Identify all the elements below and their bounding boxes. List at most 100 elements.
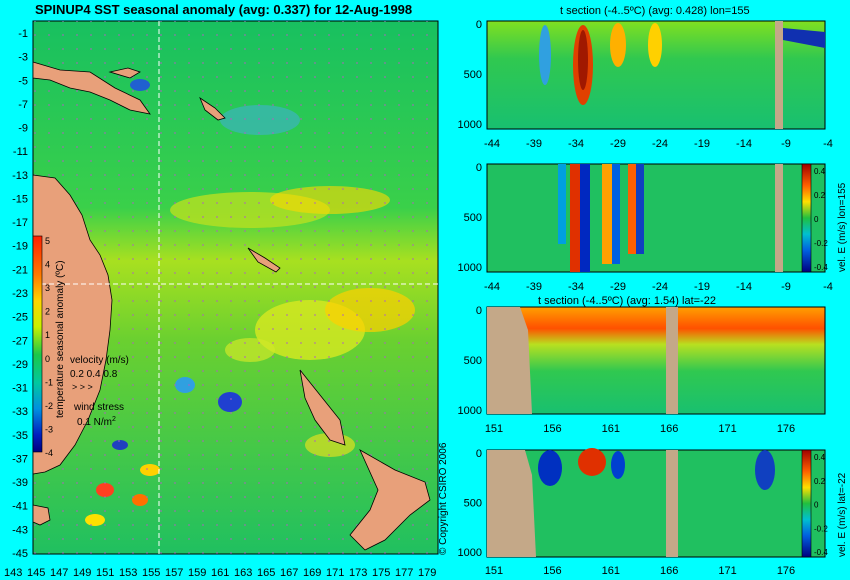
map-x-tick-label: 161 [211,567,229,579]
map-colorbar-tick-label: 3 [45,283,50,293]
section4-land-west [487,450,536,557]
map-x-tick-label: 153 [119,567,137,579]
velocity-legend-title: velocity (m/s) [70,355,129,366]
map-x-tick-label: 171 [326,567,344,579]
map-colorbar-tick-label: 1 [45,330,50,340]
map-y-tick-label: -11 [13,146,28,158]
map-colorbar-tick-label: -4 [45,448,53,458]
section-colorbar-tick-label: 0.4 [814,167,826,176]
section-y-tick-label: 1000 [458,119,482,131]
map-x-tick-label: 179 [418,567,436,579]
section-x-tick-label: -34 [568,138,584,150]
map-y-tick-label: -1 [18,28,28,40]
map-colorbar-tick-label: 5 [45,236,50,246]
section2-colorbar-label: vel. E (m/s) lon=155 [837,182,848,272]
section1-panel: 0 500 1000 -44 -39 -34 -29 -24 -19 -14 -9 -4 [458,19,833,150]
wind-legend-title: wind stress [73,402,124,413]
section2-panel: 0.4 0.2 0 -0.2 -0.4 vel. E (m/s) lon=155 0 50… [458,162,848,293]
section-x-tick-label: -19 [694,281,710,293]
map-x-tick-label: 157 [165,567,183,579]
new-zealand-south [349,449,431,551]
section2-x-ticks: -44 -39 -34 -29 -24 -19 -14 -9 -4 [484,281,833,293]
map-y-tick-label: -9 [18,123,28,135]
map-y-tick-label: -45 [12,548,28,560]
section-x-tick-label: -44 [484,138,500,150]
section-y-tick-label: 0 [476,448,482,460]
section2-plot-area [486,163,826,273]
map-x-tick-label: 145 [27,567,45,579]
map-colorbar-tick-label: -3 [45,424,53,434]
map-chart: 5 4 3 2 1 0 -1 -2 -3 -4 temperature seasonal anom… [4,20,439,579]
map-colorbar-tick-label: -1 [45,377,53,387]
section2-colorbar-ticks: 0.4 0.2 0 -0.2 -0.4 [814,167,828,272]
map-x-tick-label: 151 [96,567,114,579]
section-x-tick-label: -24 [652,281,668,293]
section4-y-ticks: 0 500 1000 [458,448,482,559]
map-colorbar-tick-label: 2 [45,307,50,317]
section-x-tick-label: -39 [526,281,542,293]
section1-land-strip [775,21,783,129]
map-x-tick-label: 173 [349,567,367,579]
map-colorbar [32,235,43,453]
section-y-tick-label: 0 [476,19,482,31]
section-x-tick-label: -44 [484,281,500,293]
section3-land-strip [666,307,678,414]
map-colorbar-label: temperature seasonal anomaly (ºC) [55,260,66,418]
map-x-tick-label: 163 [234,567,252,579]
map-y-tick-label: -29 [12,359,28,371]
section-x-tick-label: -29 [610,281,626,293]
new-zealand-north [299,369,346,446]
section-colorbar-tick-label: 0 [814,501,819,510]
map-x-tick-label: 169 [303,567,321,579]
section-y-tick-label: 0 [476,162,482,174]
section4-colorbar-ticks: 0.4 0.2 0 -0.2 -0.4 [814,453,828,557]
section-x-tick-label: 156 [543,565,561,577]
map-y-tick-label: -5 [18,75,28,87]
map-y-tick-label: -13 [12,170,28,182]
map-land [32,61,431,551]
section1-y-ticks: 0 500 1000 [458,19,482,131]
section-colorbar-tick-label: 0.4 [814,453,826,462]
section-x-tick-label: 161 [602,423,620,435]
section-x-tick-label: 176 [777,423,795,435]
section-x-tick-label: 161 [602,565,620,577]
map-title: SPINUP4 SST seasonal anomaly (avg: 0.337… [35,2,413,17]
map-x-tick-label: 155 [142,567,160,579]
section-x-tick-label: 171 [718,423,736,435]
map-y-tick-label: -19 [12,241,28,253]
map-colorbar-tick-label: 0 [45,354,50,364]
map-y-tick-label: -37 [12,453,28,465]
section-x-tick-label: -24 [652,138,668,150]
section-x-tick-label: -14 [736,281,752,293]
map-x-tick-label: 177 [395,567,413,579]
map-y-tick-label: -33 [12,406,28,418]
map-x-ticks: 143 145 147 149 151 153 155 157 159 161 163 165 167 1… [4,567,436,579]
section2-y-ticks: 0 500 1000 [458,162,482,274]
tasmania-landmass [32,504,51,526]
section-colorbar-tick-label: -0.2 [814,239,828,248]
section-y-tick-label: 1000 [458,547,482,559]
section4-colorbar [801,449,812,558]
map-colorbar-tick-label: 4 [45,260,50,270]
section2-land-strip [775,164,783,272]
map-y-tick-label: -21 [12,264,28,276]
section-y-tick-label: 1000 [458,262,482,274]
section-x-tick-label: -29 [610,138,626,150]
australia-landmass [32,174,113,475]
map-x-tick-label: 159 [188,567,206,579]
map-colorbar-ticks: 5 4 3 2 1 0 -1 -2 -3 -4 [45,236,53,458]
section1-title: t section (-4..5ºC) (avg: 0.428) lon=155 [560,5,750,17]
map-y-tick-label: -41 [12,501,28,513]
section-y-tick-label: 500 [464,212,482,224]
map-x-tick-label: 149 [73,567,91,579]
section-colorbar-tick-label: 0.2 [814,477,826,486]
map-colorbar-tick-label: -2 [45,401,53,411]
section-colorbar-tick-label: -0.2 [814,524,828,533]
map-y-tick-label: -35 [12,430,28,442]
map-y-tick-label: -23 [12,288,28,300]
solomon-islands [199,96,226,121]
section3-x-ticks: 151 156 161 166 171 176 [485,423,795,435]
new-caledonia-landmass [247,247,281,273]
new-britain-landmass [108,67,141,79]
